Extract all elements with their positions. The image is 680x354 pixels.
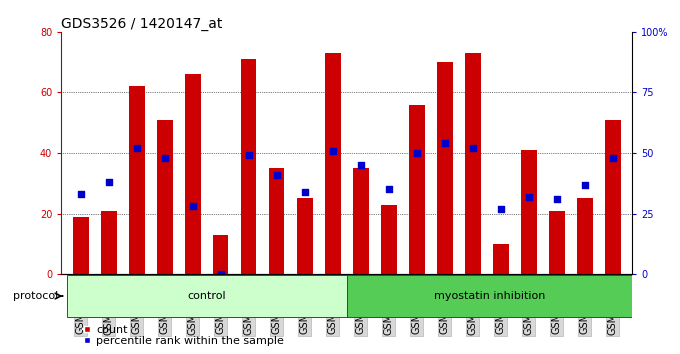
Point — [131, 145, 142, 151]
Point — [299, 189, 310, 195]
Bar — [577, 199, 592, 274]
Text: GDS3526 / 1420147_at: GDS3526 / 1420147_at — [61, 17, 222, 31]
Bar — [101, 211, 116, 274]
Bar — [73, 217, 88, 274]
Bar — [213, 235, 228, 274]
Point — [159, 155, 170, 161]
Bar — [605, 120, 620, 274]
Point — [216, 272, 226, 277]
Point — [384, 187, 394, 192]
Bar — [269, 168, 284, 274]
Point — [356, 162, 367, 168]
Bar — [381, 205, 396, 274]
Point — [243, 153, 254, 158]
Text: myostatin inhibition: myostatin inhibition — [434, 291, 545, 301]
Point — [579, 182, 590, 187]
Bar — [347, 275, 632, 317]
Text: protocol: protocol — [13, 291, 58, 301]
Bar — [549, 211, 564, 274]
Bar — [465, 53, 481, 274]
Bar — [325, 53, 341, 274]
Bar — [157, 120, 173, 274]
Point — [467, 145, 478, 151]
Point — [75, 192, 86, 197]
Bar — [353, 168, 369, 274]
Text: control: control — [188, 291, 226, 301]
Point — [495, 206, 506, 212]
Bar — [409, 104, 424, 274]
Point — [439, 141, 450, 146]
Point — [103, 179, 114, 185]
Point — [411, 150, 422, 156]
Bar — [437, 62, 452, 274]
Point — [524, 194, 534, 200]
Bar — [241, 59, 256, 274]
Point — [271, 172, 282, 178]
Point — [551, 196, 562, 202]
Bar — [493, 244, 509, 274]
Legend: count, percentile rank within the sample: count, percentile rank within the sample — [78, 320, 288, 350]
Bar — [129, 86, 144, 274]
Point — [607, 155, 618, 161]
Bar — [297, 199, 313, 274]
Point — [327, 148, 338, 153]
Bar — [521, 150, 537, 274]
Point — [188, 204, 199, 209]
Bar — [185, 74, 201, 274]
Bar — [67, 275, 347, 317]
